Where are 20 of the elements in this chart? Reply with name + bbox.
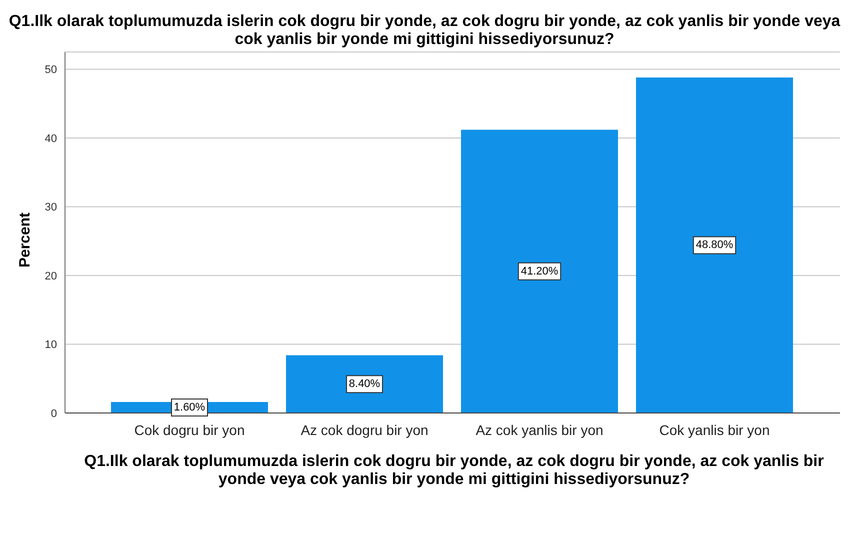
bar — [636, 77, 793, 413]
y-axis-title: Percent — [16, 212, 34, 268]
y-tick-label: 30 — [44, 202, 57, 214]
y-tick-label: 40 — [44, 132, 57, 145]
y-tick-label: 20 — [44, 270, 57, 282]
y-tick-label: 50 — [44, 64, 57, 76]
x-tick-label: Az cok yanlis bir yon — [476, 422, 604, 438]
y-tick-label: 0 — [50, 408, 57, 420]
x-tick-label: Cok yanlis bir yon — [659, 422, 770, 438]
data-label: 1.60% — [174, 402, 206, 414]
chart-title: Q1.Ilk olarak toplumumuzda islerin cok dogru bir yonde, az cok dogru bir yonde, az cok yanlis bir yonde veya cok yanlis bir yonde mi gittigini hissediyorsunuz? — [8, 13, 842, 49]
x-axis-title: Q1.Ilk olarak toplumumuzda islerin cok dogru bir yonde, az cok dogru bir yonde, az cok yanlis bir yonde veya cok yanlis bir yonde mi gittigini hissediyorsunuz? — [83, 453, 825, 489]
data-label: 8.40% — [348, 378, 380, 390]
data-label: 48.80% — [696, 239, 734, 252]
y-tick-label: 10 — [44, 339, 57, 352]
bar — [461, 130, 618, 413]
x-tick-label: Az cok dogru bir yon — [300, 422, 428, 438]
bar — [286, 355, 443, 413]
x-tick-label: Cok dogru bir yon — [134, 422, 245, 438]
data-label: 41.20% — [520, 265, 558, 278]
